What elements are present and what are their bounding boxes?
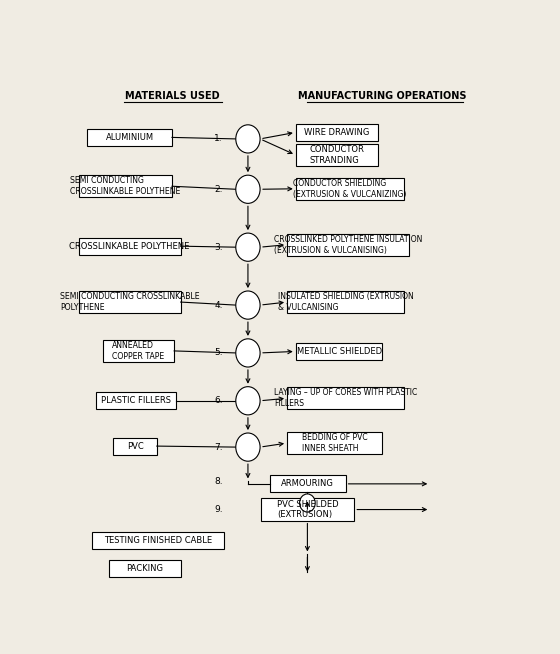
FancyBboxPatch shape — [261, 498, 354, 521]
Circle shape — [236, 175, 260, 203]
Text: ALUMINIUM: ALUMINIUM — [106, 133, 154, 142]
Text: ANNEALED
COPPER TAPE: ANNEALED COPPER TAPE — [112, 341, 165, 361]
Circle shape — [236, 433, 260, 461]
Text: CROSSLINKABLE POLYTHENE: CROSSLINKABLE POLYTHENE — [69, 242, 190, 250]
Text: WIRE DRAWING: WIRE DRAWING — [304, 128, 370, 137]
FancyBboxPatch shape — [296, 144, 378, 166]
FancyBboxPatch shape — [78, 291, 181, 313]
Text: 4.: 4. — [214, 301, 223, 309]
FancyBboxPatch shape — [78, 175, 172, 198]
FancyBboxPatch shape — [113, 438, 157, 455]
FancyBboxPatch shape — [287, 432, 382, 454]
Text: PLASTIC FILLERS: PLASTIC FILLERS — [101, 396, 171, 405]
FancyBboxPatch shape — [109, 560, 181, 577]
Text: 6.: 6. — [214, 396, 223, 405]
Text: 2.: 2. — [214, 185, 223, 194]
Text: PACKING: PACKING — [127, 564, 164, 573]
FancyBboxPatch shape — [96, 392, 176, 409]
Text: PVC SHIELDED
(EXTRUSION): PVC SHIELDED (EXTRUSION) — [277, 500, 338, 519]
Text: MATERIALS USED: MATERIALS USED — [125, 91, 220, 101]
Circle shape — [236, 291, 260, 319]
FancyBboxPatch shape — [296, 178, 404, 200]
Circle shape — [300, 494, 315, 512]
FancyBboxPatch shape — [78, 237, 181, 254]
FancyBboxPatch shape — [287, 387, 404, 409]
Text: PVC: PVC — [127, 441, 143, 451]
FancyBboxPatch shape — [92, 532, 224, 549]
FancyBboxPatch shape — [87, 129, 172, 146]
Text: CROSSLINKED POLYTHENE INSULATION
(EXTRUSION & VULCANISING): CROSSLINKED POLYTHENE INSULATION (EXTRUS… — [274, 235, 422, 254]
Circle shape — [236, 339, 260, 367]
Text: 3.: 3. — [214, 243, 223, 252]
Text: INSULATED SHIELDING (EXTRUSION
& VULCANISING: INSULATED SHIELDING (EXTRUSION & VULCANI… — [278, 292, 413, 312]
Text: MANUFACTURING OPERATIONS: MANUFACTURING OPERATIONS — [298, 91, 466, 101]
Text: 9.: 9. — [214, 505, 223, 514]
Circle shape — [236, 233, 260, 262]
FancyBboxPatch shape — [287, 233, 409, 256]
Text: LAYING – UP OF CORES WITH PLASTIC
FILLERS: LAYING – UP OF CORES WITH PLASTIC FILLER… — [274, 388, 417, 408]
Circle shape — [236, 125, 260, 153]
Text: CONDUCTOR
STRANDING: CONDUCTOR STRANDING — [310, 145, 365, 165]
Text: METALLIC SHIELDED: METALLIC SHIELDED — [296, 347, 382, 356]
Text: BEDDING OF PVC
INNER SHEATH: BEDDING OF PVC INNER SHEATH — [302, 433, 367, 453]
Circle shape — [236, 387, 260, 415]
FancyBboxPatch shape — [287, 291, 404, 313]
Text: ARMOURING: ARMOURING — [281, 479, 334, 489]
Text: SEMI CONDUCTING
CROSSLINKABLE POLYTHENE: SEMI CONDUCTING CROSSLINKABLE POLYTHENE — [70, 177, 180, 196]
Text: 1.: 1. — [214, 135, 223, 143]
Text: 5.: 5. — [214, 349, 223, 358]
Text: CONDUCTOR SHIELDING
(EXTRUSION & VULCANIZING): CONDUCTOR SHIELDING (EXTRUSION & VULCANI… — [293, 179, 407, 199]
FancyBboxPatch shape — [296, 124, 378, 141]
Text: 8.: 8. — [214, 477, 223, 486]
Text: 7.: 7. — [214, 443, 223, 452]
FancyBboxPatch shape — [102, 340, 174, 362]
FancyBboxPatch shape — [296, 343, 382, 360]
Text: TESTING FINISHED CABLE: TESTING FINISHED CABLE — [104, 536, 212, 545]
FancyBboxPatch shape — [270, 475, 346, 492]
Text: SEMI CONDUCTING CROSSLINKABLE
POLYTHENE: SEMI CONDUCTING CROSSLINKABLE POLYTHENE — [60, 292, 199, 312]
